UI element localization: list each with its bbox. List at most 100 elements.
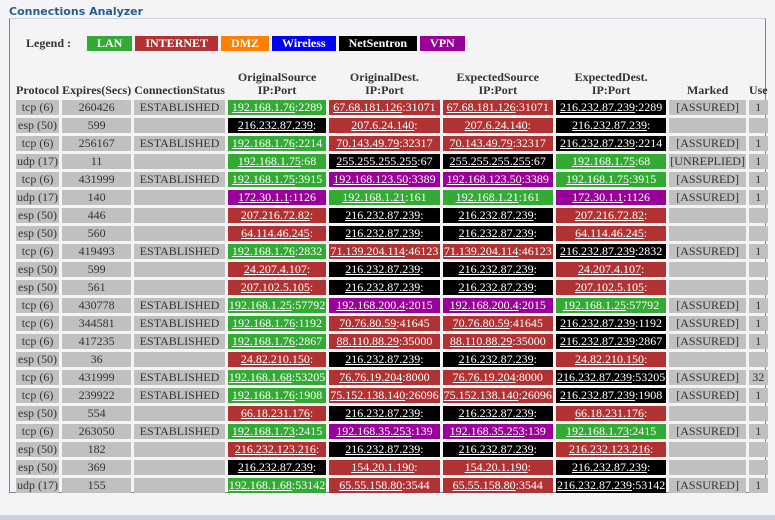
ip-link[interactable]: 192.168.1.25 xyxy=(562,298,626,312)
ip-link[interactable]: 192.168.123.50 xyxy=(333,172,409,186)
ip-link[interactable]: 216.232.87.239 xyxy=(458,262,534,276)
ip-link[interactable]: 255.255.255.255 xyxy=(336,154,418,168)
ip-link[interactable]: 192.168.1.75 xyxy=(237,154,301,168)
ip-link[interactable]: 24.207.4.107 xyxy=(243,262,307,276)
ip-link[interactable]: 71.139.204.114 xyxy=(443,244,519,258)
ip-link[interactable]: 207.6.24.140 xyxy=(351,118,415,132)
ip-link[interactable]: 88.110.88.29 xyxy=(336,334,400,348)
ip-link[interactable]: 216.232.87.239 xyxy=(559,334,635,348)
ip-link[interactable]: 207.102.5.105 xyxy=(574,280,644,294)
ip-link[interactable]: 207.216.72.82 xyxy=(574,208,644,222)
port: : xyxy=(420,280,424,294)
expires-cell: 182 xyxy=(62,442,132,457)
ip-link[interactable]: 216.232.87.239 xyxy=(458,280,534,294)
status-cell xyxy=(134,442,225,457)
ip-link[interactable]: 70.143.49.79 xyxy=(449,136,513,150)
ip-link[interactable]: 24.207.4.107 xyxy=(577,262,641,276)
ip-link[interactable]: 192.168.1.76 xyxy=(231,136,295,150)
ip-link[interactable]: 207.6.24.140 xyxy=(464,118,528,132)
ip-link[interactable]: 192.168.1.75 xyxy=(565,172,629,186)
ip-link[interactable]: 154.20.1.190 xyxy=(351,460,415,474)
ip-link[interactable]: 216.232.87.239 xyxy=(345,406,421,420)
ip-link[interactable]: 255.255.255.255 xyxy=(449,154,531,168)
ip-link[interactable]: 216.232.87.239 xyxy=(571,118,647,132)
original-dest-cell: 192.168.1.21:161 xyxy=(329,190,440,205)
ip-link[interactable]: 216.232.87.239 xyxy=(345,352,421,366)
ip-link[interactable]: 192.168.35.253 xyxy=(449,424,525,438)
ip-link[interactable]: 216.232.87.239 xyxy=(559,100,635,114)
ip-link[interactable]: 192.168.1.21 xyxy=(455,190,519,204)
status-cell: ESTABLISHED xyxy=(134,370,225,385)
ip-link[interactable]: 216.232.87.239 xyxy=(237,460,313,474)
ip-link[interactable]: 154.20.1.190 xyxy=(464,460,528,474)
ip-link[interactable]: 192.168.1.73 xyxy=(231,424,295,438)
ip-link[interactable]: 216.232.87.239 xyxy=(556,370,632,384)
ip-link[interactable]: 64.114.46.245 xyxy=(241,226,310,240)
table-row: tcp (6) 239922 ESTABLISHED 192.168.1.76:190… xyxy=(16,388,768,403)
use-cell: 1 xyxy=(748,100,768,115)
ip-link[interactable]: 192.168.200.4 xyxy=(449,298,519,312)
ip-link[interactable]: 216.232.87.239 xyxy=(458,226,534,240)
ip-link[interactable]: 216.232.87.239 xyxy=(571,460,647,474)
ip-link[interactable]: 172.30.1.1 xyxy=(238,190,290,204)
ip-link[interactable]: 65.55.158.80 xyxy=(452,478,516,492)
ip-link[interactable]: 192.168.1.76 xyxy=(231,244,295,258)
ip-link[interactable]: 216.232.87.239 xyxy=(345,226,421,240)
ip-link[interactable]: 192.168.1.75 xyxy=(571,154,635,168)
ip-link[interactable]: 216.232.87.239 xyxy=(345,262,421,276)
ip-link[interactable]: 70.76.80.59 xyxy=(452,316,510,330)
ip-link[interactable]: 192.168.200.4 xyxy=(336,298,406,312)
ip-link[interactable]: 66.18.231.176 xyxy=(574,406,644,420)
ip-link[interactable]: 192.168.1.73 xyxy=(565,424,629,438)
ip-link[interactable]: 75.152.138.140 xyxy=(330,388,406,402)
ip-link[interactable]: 192.168.1.68 xyxy=(228,370,292,384)
ip-link[interactable]: 65.55.158.80 xyxy=(339,478,403,492)
ip-link[interactable]: 192.168.1.76 xyxy=(232,316,296,330)
ip-link[interactable]: 67.68.181.126 xyxy=(446,100,516,114)
ip-link[interactable]: 216.232.123.216 xyxy=(234,442,316,456)
marked-cell: [ASSURED] xyxy=(669,172,746,187)
ip-link[interactable]: 216.232.87.239 xyxy=(556,478,632,492)
ip-link[interactable]: 216.232.87.239 xyxy=(345,208,421,222)
ip-link[interactable]: 192.168.1.76 xyxy=(231,388,295,402)
port: :2832 xyxy=(634,244,663,258)
ip-link[interactable]: 192.168.35.253 xyxy=(336,424,412,438)
expected-source-cell: 216.232.87.239: xyxy=(442,208,553,223)
ip-link[interactable]: 64.114.46.245 xyxy=(575,226,644,240)
ip-link[interactable]: 75.152.138.140 xyxy=(443,388,519,402)
ip-link[interactable]: 67.68.181.126 xyxy=(333,100,403,114)
ip-link[interactable]: 216.232.87.239 xyxy=(560,316,636,330)
ip-link[interactable]: 192.168.123.50 xyxy=(446,172,522,186)
ip-link[interactable]: 192.168.1.21 xyxy=(342,190,406,204)
ip-link[interactable]: 216.232.87.239 xyxy=(559,388,635,402)
ip-link[interactable]: 216.232.87.239 xyxy=(345,442,421,456)
ip-link[interactable]: 192.168.1.68 xyxy=(228,478,292,492)
ip-link[interactable]: 70.76.80.59 xyxy=(339,316,397,330)
ip-link[interactable]: 216.232.87.239 xyxy=(458,208,534,222)
ip-link[interactable]: 88.110.88.29 xyxy=(449,334,513,348)
ip-link[interactable]: 192.168.1.76 xyxy=(231,334,295,348)
port: :8000 xyxy=(402,370,430,384)
ip-link[interactable]: 216.232.87.239 xyxy=(559,136,635,150)
ip-link[interactable]: 192.168.1.75 xyxy=(231,172,295,186)
ip-link[interactable]: 24.82.210.150 xyxy=(574,352,644,366)
expires-cell: 36 xyxy=(62,352,132,367)
ip-link[interactable]: 216.232.87.239 xyxy=(458,442,534,456)
ip-link[interactable]: 70.143.49.79 xyxy=(336,136,400,150)
ip-link[interactable]: 216.232.87.239 xyxy=(345,280,421,294)
ip-link[interactable]: 76.76.19.204 xyxy=(339,370,403,384)
ip-link[interactable]: 172.30.1.1 xyxy=(572,190,624,204)
ip-link[interactable]: 216.232.87.239 xyxy=(559,244,635,258)
ip-link[interactable]: 71.139.204.114 xyxy=(330,244,406,258)
ip-link[interactable]: 24.82.210.150 xyxy=(240,352,310,366)
ip-link[interactable]: 216.232.123.216 xyxy=(568,442,650,456)
ip-link[interactable]: 192.168.1.76 xyxy=(231,100,295,114)
ip-link[interactable]: 207.216.72.82 xyxy=(240,208,310,222)
ip-link[interactable]: 76.76.19.204 xyxy=(452,370,516,384)
ip-link[interactable]: 192.168.1.25 xyxy=(228,298,292,312)
ip-link[interactable]: 66.18.231.176 xyxy=(240,406,310,420)
ip-link[interactable]: 216.232.87.239 xyxy=(237,118,313,132)
ip-link[interactable]: 216.232.87.239 xyxy=(458,352,534,366)
ip-link[interactable]: 207.102.5.105 xyxy=(240,280,310,294)
ip-link[interactable]: 216.232.87.239 xyxy=(458,406,534,420)
